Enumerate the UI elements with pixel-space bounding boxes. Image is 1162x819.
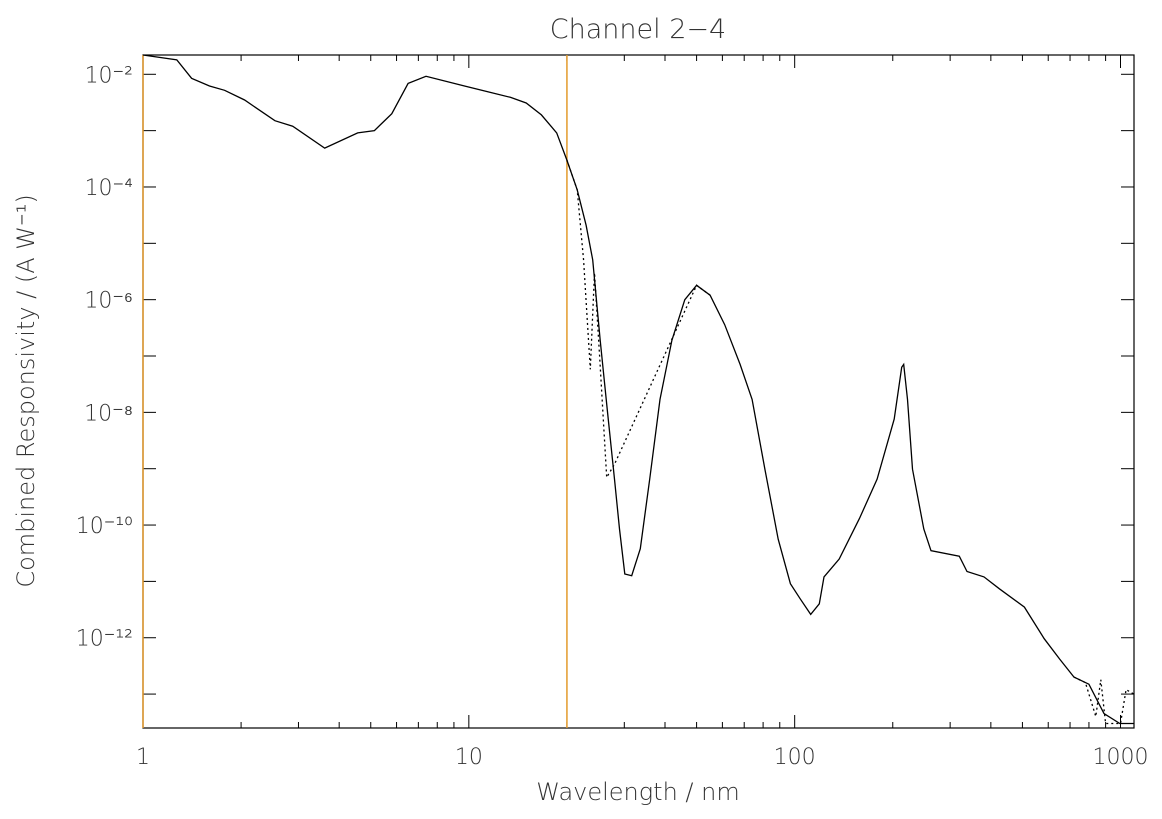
chart-title: Channel 2−4 — [550, 14, 726, 45]
x-tick-label: 1000 — [1093, 745, 1149, 770]
x-axis-title: Wavelength / nm — [536, 778, 739, 806]
y-tick-label: 10⁻² — [85, 63, 133, 88]
y-tick-label: 10⁻⁴ — [85, 176, 133, 201]
x-tick-label: 10 — [455, 745, 483, 770]
y-tick-label: 10⁻⁶ — [84, 289, 133, 314]
x-tick-label: 1 — [136, 745, 150, 770]
plot-frame — [142, 54, 1135, 729]
x-tick-label: 100 — [774, 745, 816, 770]
data-line — [566, 159, 1135, 725]
y-tick-label: 10⁻¹⁰ — [76, 514, 133, 539]
data-line — [142, 54, 1134, 725]
y-tick-label: 10⁻¹² — [76, 627, 133, 652]
y-axis-title: Combined Responsivity / (A W⁻¹) — [12, 194, 40, 587]
y-tick-label: 10⁻⁸ — [84, 401, 133, 426]
